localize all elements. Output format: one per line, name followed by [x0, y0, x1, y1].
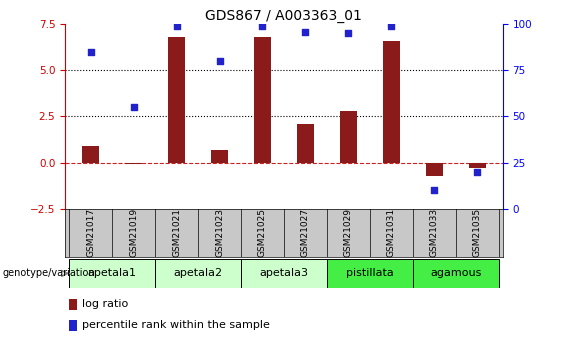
Bar	[69, 299, 77, 310]
Text: pistillata: pistillata	[346, 268, 394, 278]
Point	[258, 23, 267, 29]
Bar	[69, 319, 77, 331]
Bar	[168, 37, 185, 162]
Bar	[412, 259, 498, 288]
Point	[472, 169, 481, 175]
Text: apetala3: apetala3	[259, 268, 308, 278]
Text: GSM21027: GSM21027	[301, 208, 310, 257]
Bar	[468, 162, 486, 168]
Bar	[297, 124, 314, 162]
Point	[172, 23, 181, 29]
Text: apetala1: apetala1	[88, 268, 137, 278]
Text: GSM21035: GSM21035	[472, 208, 481, 257]
Text: genotype/variation: genotype/variation	[3, 268, 95, 278]
Title: GDS867 / A003363_01: GDS867 / A003363_01	[206, 9, 362, 23]
Bar	[125, 162, 142, 165]
Bar	[155, 259, 241, 288]
Bar	[241, 259, 327, 288]
Text: apetala2: apetala2	[173, 268, 223, 278]
Bar	[254, 37, 271, 162]
Text: GSM21033: GSM21033	[429, 208, 438, 257]
Text: GSM21029: GSM21029	[344, 208, 353, 257]
Point	[86, 49, 95, 55]
Text: GSM21025: GSM21025	[258, 208, 267, 257]
Bar	[69, 259, 155, 288]
Bar	[340, 111, 357, 162]
Point	[129, 105, 138, 110]
Text: GSM21021: GSM21021	[172, 208, 181, 257]
Text: GSM21017: GSM21017	[86, 208, 95, 257]
Bar	[327, 259, 412, 288]
Bar	[425, 162, 443, 176]
Point	[215, 58, 224, 64]
Text: GSM21019: GSM21019	[129, 208, 138, 257]
Point	[386, 23, 396, 29]
Point	[429, 187, 438, 193]
Bar	[82, 146, 99, 162]
Text: percentile rank within the sample: percentile rank within the sample	[82, 320, 271, 330]
Point	[301, 29, 310, 34]
Bar	[383, 41, 400, 162]
Point	[344, 31, 353, 36]
Text: log ratio: log ratio	[82, 299, 129, 309]
Text: GSM21023: GSM21023	[215, 208, 224, 257]
Text: GSM21031: GSM21031	[386, 208, 396, 257]
Bar	[211, 150, 228, 162]
Text: agamous: agamous	[430, 268, 481, 278]
